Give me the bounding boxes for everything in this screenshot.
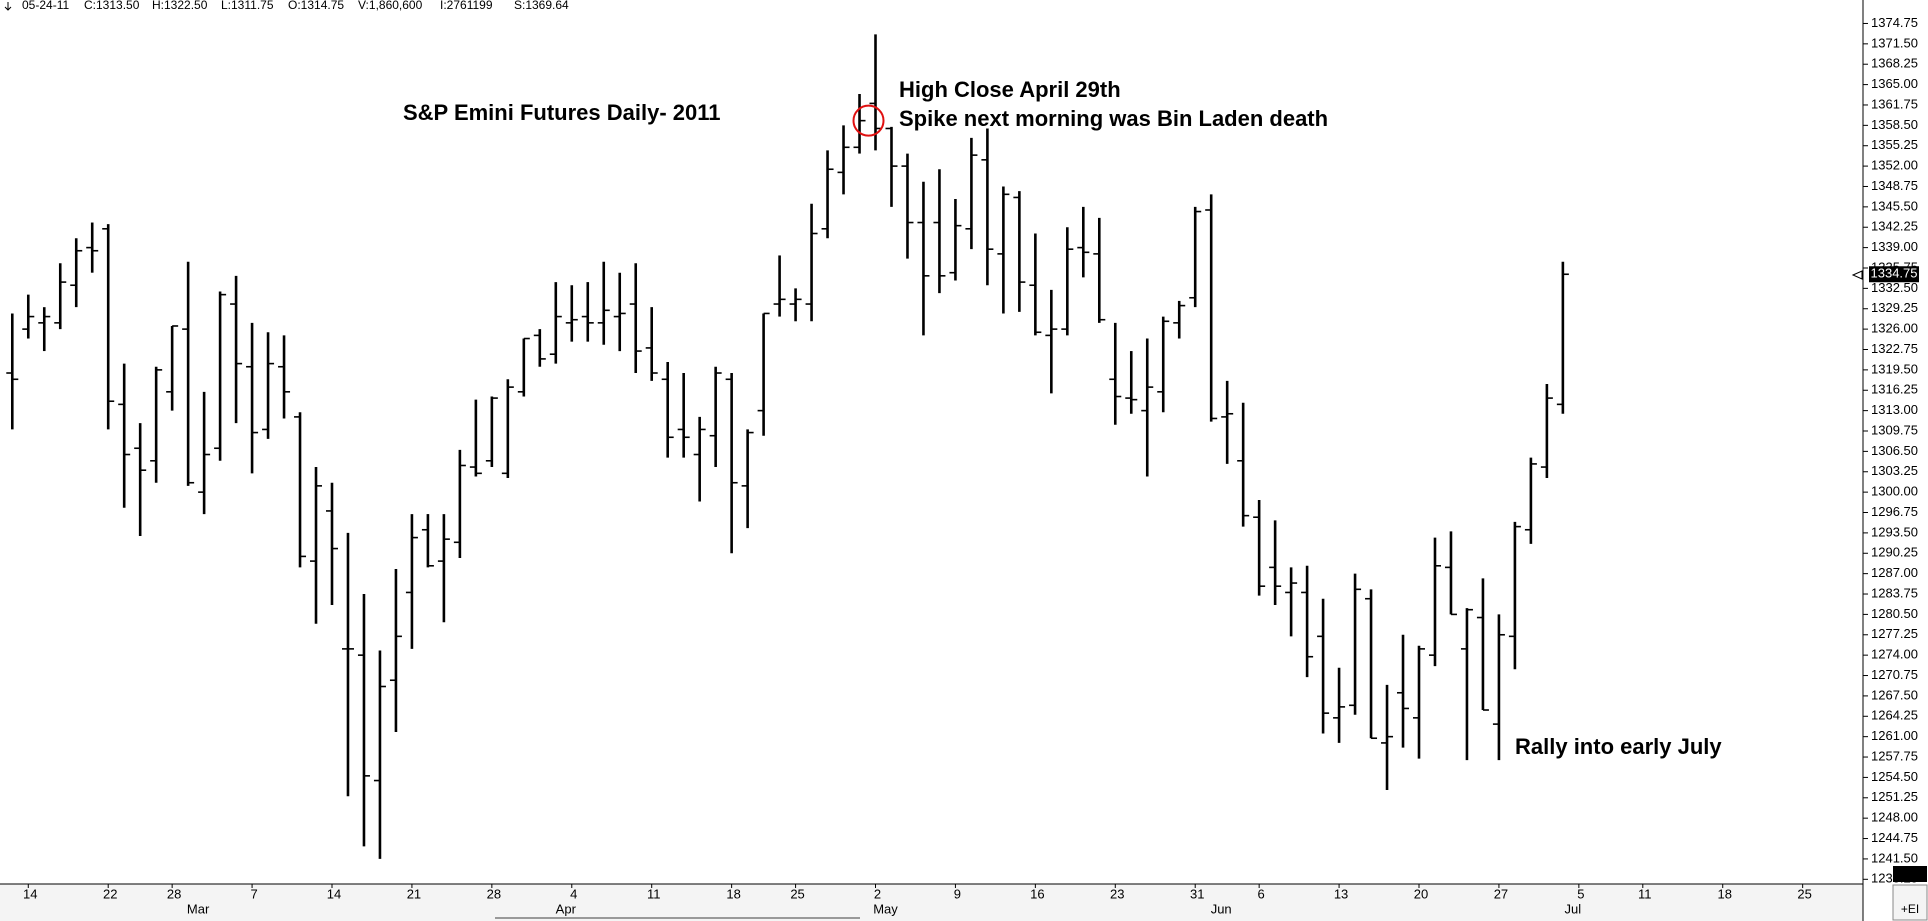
y-tick-label: 1267.50 (1871, 687, 1918, 702)
y-tick-label: 1374.75 (1871, 15, 1918, 30)
x-tick-label: 14 (23, 886, 37, 901)
x-tick-label: 2 (874, 886, 881, 901)
y-tick-label: 1274.00 (1871, 647, 1918, 662)
y-tick-label: 1238.25 (1871, 871, 1918, 886)
corner-box (1892, 884, 1928, 921)
y-tick-label: 1319.50 (1871, 361, 1918, 376)
y-tick-label: 1280.50 (1871, 606, 1918, 621)
y-tick-label: 1348.75 (1871, 178, 1918, 193)
x-tick-label: 16 (1030, 886, 1044, 901)
x-tick-label: 14 (327, 886, 341, 901)
y-tick-label: 1345.50 (1871, 198, 1918, 213)
x-tick-label: 23 (1110, 886, 1124, 901)
y-tick-label: 1300.00 (1871, 484, 1918, 499)
y-tick-label: 1371.50 (1871, 35, 1918, 50)
chart-title: S&P Emini Futures Daily- 2011 (403, 100, 721, 125)
y-tick-label: 1316.25 (1871, 382, 1918, 397)
x-tick-label: 5 (1577, 886, 1584, 901)
y-tick-label: 1361.75 (1871, 96, 1918, 111)
x-axis-band (0, 884, 1863, 921)
y-tick-label: 1365.00 (1871, 76, 1918, 91)
month-label: Jun (1211, 901, 1232, 916)
info-field: L:1311.75 (221, 0, 274, 12)
x-tick-label: 25 (1797, 886, 1811, 901)
info-field: S:1369.64 (514, 0, 569, 12)
annotation: Rally into early July (1515, 734, 1722, 759)
y-tick-label: 1251.25 (1871, 789, 1918, 804)
highlight-circle (852, 104, 885, 137)
y-tick-label: 1261.00 (1871, 728, 1918, 743)
x-tick-label: 21 (407, 886, 421, 901)
y-tick-label: 1264.25 (1871, 708, 1918, 723)
y-tick-label: 1257.75 (1871, 748, 1918, 763)
y-tick-label: 1303.25 (1871, 463, 1918, 478)
x-tick-label: 22 (103, 886, 117, 901)
y-tick-label: 1342.25 (1871, 219, 1918, 234)
x-tick-label: 7 (250, 886, 257, 901)
y-tick-label: 1293.50 (1871, 524, 1918, 539)
y-tick-label: 1352.00 (1871, 158, 1918, 173)
price-pointer (1851, 270, 1863, 280)
x-tick-label: 9 (954, 886, 961, 901)
x-tick-label: 13 (1334, 886, 1348, 901)
y-tick-label: 1368.25 (1871, 56, 1918, 71)
month-label: Mar (187, 901, 210, 916)
y-tick-label: 1309.75 (1871, 422, 1918, 437)
y-tick-label: 1277.25 (1871, 626, 1918, 641)
y-tick-label: 1248.00 (1871, 810, 1918, 825)
x-tick-label: 6 (1258, 886, 1265, 901)
month-label: Jul (1565, 901, 1582, 916)
corner-label: +EI (1901, 902, 1919, 916)
y-tick-label: 1241.50 (1871, 850, 1918, 865)
x-tick-label: 11 (647, 886, 661, 901)
y-tick-label: 1306.50 (1871, 443, 1918, 458)
info-field: O:1314.75 (288, 0, 344, 12)
y-tick-label: 1322.75 (1871, 341, 1918, 356)
x-tick-label: 25 (790, 886, 804, 901)
y-tick-label: 1296.75 (1871, 504, 1918, 519)
x-tick-label: 31 (1190, 886, 1204, 901)
y-tick-label: 1329.25 (1871, 300, 1918, 315)
y-tick-label: 1270.75 (1871, 667, 1918, 682)
x-tick-label: 27 (1494, 886, 1508, 901)
x-tick-label: 18 (726, 886, 740, 901)
y-tick-label: 1358.50 (1871, 117, 1918, 132)
annotation: Spike next morning was Bin Laden death (899, 106, 1328, 131)
x-tick-label: 18 (1717, 886, 1731, 901)
month-label: Apr (556, 901, 577, 916)
info-icon (4, 2, 12, 11)
y-tick-label: 1313.00 (1871, 402, 1918, 417)
y-tick-label: 1290.25 (1871, 545, 1918, 560)
x-tick-label: 20 (1414, 886, 1428, 901)
annotation: High Close April 29th (899, 77, 1121, 102)
last-price-label: 1334.75 (1871, 266, 1918, 281)
x-tick-label: 4 (570, 886, 577, 901)
info-field: H:1322.50 (152, 0, 208, 12)
last-price-box (1869, 266, 1919, 283)
x-tick-label: 28 (167, 886, 181, 901)
y-tick-label: 1355.25 (1871, 137, 1918, 152)
y-tick-label: 1254.50 (1871, 769, 1918, 784)
info-field: 05-24-11 (22, 0, 69, 12)
info-field: C:1313.50 (84, 0, 140, 12)
x-tick-label: 28 (487, 886, 501, 901)
info-field: V:1,860,600 (358, 0, 423, 12)
y-tick-label: 1287.00 (1871, 565, 1918, 580)
info-field: I:2761199 (440, 0, 493, 12)
y-tick-label: 1244.75 (1871, 830, 1918, 845)
y-tick-label: 1326.00 (1871, 321, 1918, 336)
x-tick-label: 11 (1638, 886, 1652, 901)
y-tick-label: 1332.50 (1871, 280, 1918, 295)
y-tick-label: 1283.75 (1871, 585, 1918, 600)
month-label: May (873, 901, 898, 916)
corner-box (1893, 866, 1927, 882)
y-tick-label: 1339.00 (1871, 239, 1918, 254)
